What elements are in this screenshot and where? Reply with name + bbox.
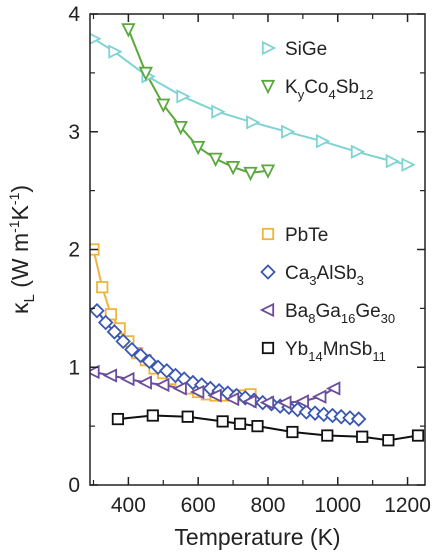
data-point-yb14mnsb11	[111, 412, 125, 426]
data-point-sige	[246, 115, 261, 130]
x-tick-label: 600	[181, 494, 216, 517]
data-point-ba8ga16ge30	[259, 395, 275, 410]
legend-entry-ba8ga16ge30: Ba8Ga16Ge30	[259, 301, 395, 326]
legend-entry-yb14mnsb11: Yb14MnSb11	[261, 339, 386, 364]
data-point-ba8ga16ge30	[172, 381, 187, 396]
legend-entry-ca3alsb3: Ca3AlSb3	[260, 263, 364, 288]
data-point-ba8ga16ge30	[242, 394, 257, 409]
data-point-kyco4sb12	[260, 164, 276, 179]
data-point-ca3alsb3	[124, 341, 140, 358]
data-point-kyco4sb12	[191, 140, 206, 156]
legend-marker-ca3alsb3	[260, 264, 276, 280]
data-point-kyco4sb12	[138, 66, 154, 82]
y-tick-label: 0	[68, 474, 80, 497]
series-line-ca3alsb3	[96, 310, 359, 421]
legend-layer: SiGe KyCo4Sb12 PbTe Ca3AlSb3 Ba8Ga16Ge30 Yb14…	[259, 39, 395, 364]
series-line-yb14mnsb11	[117, 414, 419, 442]
data-point-yb14mnsb11	[321, 429, 334, 442]
y-tick-label: 2	[68, 239, 80, 262]
legend-entry-kyco4sb12: KyCo4Sb12	[260, 77, 373, 102]
data-point-ba8ga16ge30	[312, 389, 327, 404]
legend-entry-sige: SiGe	[261, 39, 327, 60]
data-point-kyco4sb12	[208, 152, 223, 168]
legend-marker-yb14mnsb11	[261, 341, 275, 355]
data-point-sige	[401, 157, 416, 172]
y-tick-label: 4	[68, 3, 80, 26]
data-point-ba8ga16ge30	[137, 375, 152, 390]
data-point-ca3alsb3	[141, 353, 158, 370]
data-point-ca3alsb3	[106, 324, 123, 340]
data-point-ba8ga16ge30	[90, 364, 100, 380]
data-point-pbte	[104, 308, 118, 321]
data-point-sige	[211, 104, 226, 119]
x-tick-label: 400	[111, 494, 146, 517]
legend-marker-ba8ga16ge30	[259, 302, 275, 318]
data-point-ba8ga16ge30	[189, 384, 205, 400]
data-point-kyco4sb12	[173, 120, 188, 136]
legend-marker-sige	[261, 40, 277, 56]
data-point-kyco4sb12	[121, 23, 136, 38]
data-point-ba8ga16ge30	[120, 371, 135, 387]
data-point-pbte	[96, 281, 109, 294]
data-point-yb14mnsb11	[181, 410, 194, 423]
data-point-yb14mnsb11	[411, 429, 425, 442]
data-point-yb14mnsb11	[286, 425, 299, 439]
data-point-sige	[315, 133, 331, 149]
x-tick-label: 1000	[314, 494, 361, 517]
data-point-sige	[281, 124, 296, 139]
data-point-kyco4sb12	[156, 98, 171, 113]
legend-label-yb14mnsb11: Yb14MnSb11	[285, 339, 386, 364]
plot-frame	[89, 13, 426, 486]
legend-marker-pbte	[261, 227, 275, 241]
legend-label-ca3alsb3: Ca3AlSb3	[285, 263, 364, 288]
data-point-sige	[350, 144, 366, 159]
data-point-yb14mnsb11	[146, 409, 159, 422]
data-point-ca3alsb3	[97, 314, 114, 331]
data-point-ba8ga16ge30	[277, 395, 292, 410]
data-point-ba8ga16ge30	[294, 394, 309, 409]
legend-label-pbte: PbTe	[285, 225, 328, 246]
data-point-sige	[108, 44, 123, 59]
y-axis-title: κL (W m-1K-1)	[6, 185, 38, 314]
data-point-yb14mnsb11	[216, 415, 229, 428]
data-point-sige	[90, 32, 102, 45]
y-tick-label: 1	[68, 356, 80, 379]
axes-layer: 400 600 800 1000 1200 0 1 2 3 4	[68, 3, 431, 517]
data-point-ba8ga16ge30	[224, 391, 240, 407]
data-point-ca3alsb3	[115, 333, 131, 350]
data-point-ba8ga16ge30	[155, 377, 170, 393]
legend-label-sige: SiGe	[285, 39, 327, 60]
data-point-yb14mnsb11	[382, 434, 395, 447]
data-point-sige	[385, 154, 401, 169]
legend-label-kyco4sb12: KyCo4Sb12	[285, 77, 373, 102]
x-axis-title: Temperature (K)	[174, 524, 340, 550]
data-point-ba8ga16ge30	[207, 388, 222, 403]
legend-label-ba8ga16ge30: Ba8Ga16Ge30	[285, 301, 395, 326]
data-point-yb14mnsb11	[356, 430, 369, 443]
plot-layer	[90, 23, 425, 447]
data-point-kyco4sb12	[225, 160, 241, 176]
data-point-ca3alsb3	[350, 411, 367, 427]
data-point-ba8ga16ge30	[326, 381, 341, 396]
data-point-ba8ga16ge30	[102, 368, 118, 383]
legend-entry-pbte: PbTe	[261, 225, 328, 246]
data-point-sige	[176, 89, 191, 104]
x-tick-label: 1200	[384, 494, 431, 517]
data-point-ca3alsb3	[132, 347, 149, 364]
data-point-yb14mnsb11	[233, 417, 247, 430]
data-point-kyco4sb12	[243, 166, 258, 182]
y-tick-label: 3	[68, 121, 80, 144]
x-tick-label: 800	[250, 494, 285, 517]
data-point-yb14mnsb11	[251, 420, 264, 433]
legend-marker-kyco4sb12	[260, 79, 276, 95]
